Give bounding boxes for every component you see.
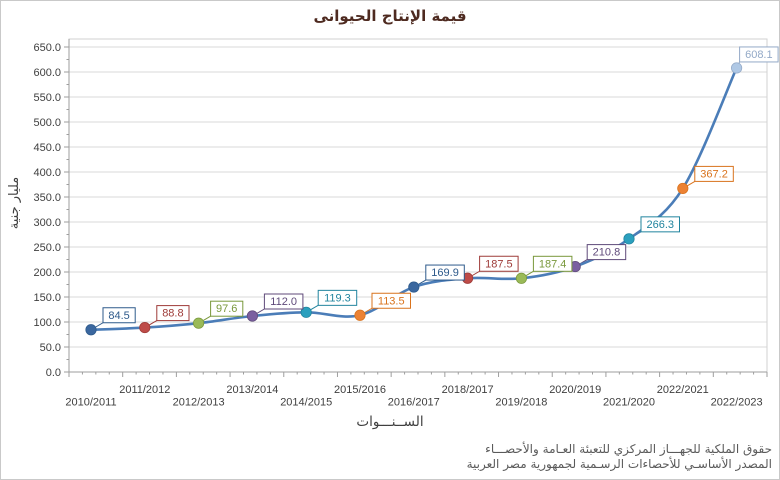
data-label-value: 112.0 xyxy=(270,296,297,308)
y-tick-label: 50.0 xyxy=(40,342,61,354)
data-point-marker xyxy=(354,309,366,321)
chart-title: قيمة الإنتاج الحيوانى xyxy=(313,7,467,25)
data-label-box xyxy=(694,165,734,182)
footer-line-1: حقوق الملكية للجهـــاز المركزي للتعبئة ا… xyxy=(485,442,772,456)
data-label-box xyxy=(640,216,680,233)
x-tick-marks xyxy=(68,372,768,377)
copyright-footer: حقوق الملكية للجهـــاز المركزي للتعبئة ا… xyxy=(467,442,772,472)
y-tick-marks xyxy=(64,46,69,373)
x-tick-label: 2010/2011 xyxy=(65,397,116,409)
x-tick-label: 2021/2020 xyxy=(603,397,655,409)
gridlines xyxy=(69,46,767,348)
y-tick-labels: 0.0 50.0 100.0 150.0 200.0 250.0 300.0 350.0 400… xyxy=(33,42,61,379)
x-tick-labels: 2010/20112011/20122012/20132013/20142014… xyxy=(65,384,762,409)
y-tick-label: 400.0 xyxy=(33,167,61,179)
data-label-value: 187.5 xyxy=(485,258,513,270)
y-tick-label: 550.0 xyxy=(33,92,61,104)
data-point-marker xyxy=(193,317,205,329)
y-tick-label: 100.0 xyxy=(33,317,61,329)
x-tick-label: 2020/2019 xyxy=(549,384,601,396)
data-label-box xyxy=(210,300,244,317)
y-tick-label: 250.0 xyxy=(33,242,61,254)
data-label-box xyxy=(156,305,190,322)
data-label-value: 608.1 xyxy=(745,49,773,61)
x-tick-label: 2015/2016 xyxy=(334,384,386,396)
data-point-labels: 84.5 88.8 97.6 112.0 119.3 113.5 169.9 187.5 187… xyxy=(102,46,779,324)
data-label-box xyxy=(263,293,304,310)
data-label-box xyxy=(425,264,465,281)
y-tick-label: 200.0 xyxy=(33,267,61,279)
x-tick-label: 2014/2015 xyxy=(280,397,332,409)
data-point-label: 169.9 xyxy=(425,264,465,281)
data-label-box xyxy=(479,255,519,272)
data-label-box xyxy=(371,292,411,309)
y-axis-title: مليار جنية xyxy=(7,176,22,230)
y-tick-label: 450.0 xyxy=(33,142,61,154)
x-tick-label: 2012/2013 xyxy=(173,397,225,409)
y-tick-label: 500.0 xyxy=(33,117,61,129)
data-point-label: 112.0 xyxy=(263,293,304,310)
data-point-marker xyxy=(85,324,97,336)
data-label-box xyxy=(532,255,573,272)
data-point-label: 187.5 xyxy=(479,255,519,272)
x-axis-title: الســنـــوات xyxy=(356,414,424,430)
data-label-value: 113.5 xyxy=(378,295,405,307)
y-tick-label: 650.0 xyxy=(33,42,61,54)
data-label-box xyxy=(317,289,358,306)
data-point-label: 608.1 xyxy=(739,46,779,63)
data-label-box xyxy=(739,46,779,63)
y-tick-label: 300.0 xyxy=(33,217,61,229)
data-point-label: 84.5 xyxy=(102,307,136,324)
x-tick-label: 2022/2021 xyxy=(657,384,709,396)
y-tick-label: 350.0 xyxy=(33,192,61,204)
x-tick-label: 2016/2017 xyxy=(388,397,440,409)
data-point-label: 266.3 xyxy=(640,216,680,233)
data-point-label: 210.8 xyxy=(586,244,627,261)
data-label-value: 169.9 xyxy=(431,267,459,279)
data-label-box xyxy=(586,244,627,261)
data-point-label: 113.5 xyxy=(371,292,411,309)
data-point-marker xyxy=(677,182,689,194)
data-point-marker xyxy=(515,272,527,284)
x-tick-label: 2019/2018 xyxy=(495,397,547,409)
data-point-marker xyxy=(623,233,635,245)
data-label-value: 88.8 xyxy=(162,308,183,320)
data-point-label: 187.4 xyxy=(532,255,573,272)
data-point-marker xyxy=(408,281,420,293)
data-label-value: 210.8 xyxy=(593,247,621,259)
data-label-value: 367.2 xyxy=(700,168,728,180)
x-tick-label: 2011/2012 xyxy=(119,384,170,396)
data-point-label: 97.6 xyxy=(210,300,244,317)
x-tick-label: 2013/2014 xyxy=(226,384,278,396)
data-point-marker xyxy=(300,306,312,318)
data-label-box xyxy=(102,307,136,324)
y-tick-label: 600.0 xyxy=(33,67,61,79)
data-label-value: 266.3 xyxy=(646,219,674,231)
data-point-marker xyxy=(139,322,151,334)
x-tick-label: 2018/2017 xyxy=(442,384,494,396)
y-tick-label: 150.0 xyxy=(33,292,61,304)
data-point-markers xyxy=(85,62,743,336)
footer-line-2: المصدر الأساسـي للأحصاءات الرسـمية لجمهو… xyxy=(466,457,772,471)
data-point-label: 367.2 xyxy=(694,165,734,182)
data-label-value: 97.6 xyxy=(216,303,237,315)
data-label-value: 84.5 xyxy=(108,310,129,322)
data-label-value: 119.3 xyxy=(324,292,351,304)
data-point-marker xyxy=(246,310,258,322)
y-tick-label: 0.0 xyxy=(46,367,61,379)
x-tick-label: 2022/2023 xyxy=(711,397,763,409)
data-point-marker xyxy=(731,62,743,74)
data-point-label: 88.8 xyxy=(156,305,190,322)
data-label-value: 187.4 xyxy=(539,258,567,270)
data-point-label: 119.3 xyxy=(317,289,358,306)
